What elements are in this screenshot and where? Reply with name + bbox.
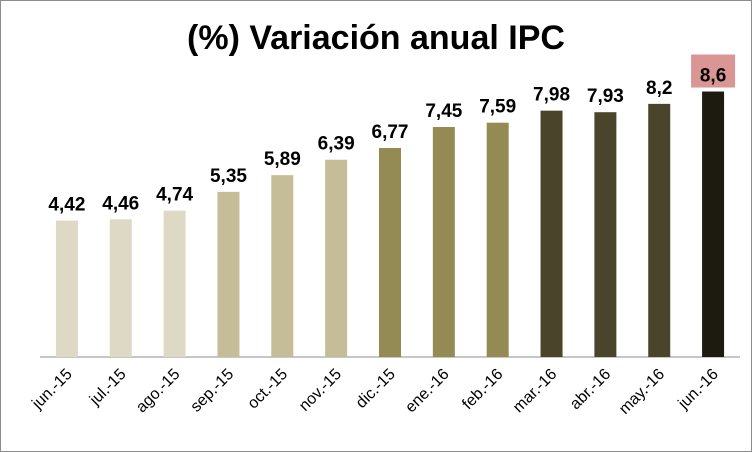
value-label-mar.-16: 7,98 — [533, 85, 570, 106]
bar-jun.-16 — [702, 91, 725, 358]
bar-oct.-15 — [271, 175, 294, 357]
bar-ene.-16 — [432, 127, 455, 358]
bar-nov.-15 — [325, 159, 348, 357]
highlight-label-background — [691, 54, 736, 88]
bar-may.-16 — [648, 103, 671, 357]
category-label-may.-16: may.-16 — [616, 366, 668, 418]
bar-mar.-16 — [540, 110, 563, 358]
bar-feb.-16 — [486, 122, 509, 357]
value-label-feb.-16: 7,59 — [479, 97, 516, 118]
category-label-feb.-16: feb.-16 — [459, 366, 506, 413]
bar-dic.-15 — [379, 148, 401, 357]
value-label-jun.-16: 8,6 — [700, 66, 726, 87]
bar-sep.-15 — [217, 191, 240, 357]
bar-jul.-15 — [109, 219, 132, 357]
value-label-dic.-15: 6,77 — [372, 122, 409, 143]
value-label-ene.-16: 7,45 — [425, 101, 462, 122]
bar-ago.-15 — [163, 210, 186, 357]
category-label-jun.-16: jun.-16 — [675, 366, 722, 413]
value-label-oct.-15: 5,89 — [264, 149, 301, 170]
category-label-oct.-15: oct.-15 — [245, 366, 292, 413]
value-label-nov.-15: 6,39 — [318, 134, 355, 155]
category-label-abr.-16: abr.-16 — [567, 366, 614, 413]
bar-jun.-15 — [55, 220, 78, 357]
category-label-ago.-15: ago.-15 — [133, 366, 183, 416]
category-label-jun.-15: jun.-15 — [28, 366, 75, 413]
category-label-sep.-15: sep.-15 — [188, 366, 238, 416]
category-label-mar.-16: mar.-16 — [510, 366, 560, 416]
category-label-jul.-15: jul.-15 — [86, 366, 130, 410]
value-label-jul.-15: 4,46 — [102, 193, 139, 214]
category-label-dic.-15: dic.-15 — [353, 366, 399, 412]
category-label-nov.-15: nov.-15 — [296, 366, 345, 415]
value-label-jun.-15: 4,42 — [48, 195, 85, 216]
value-label-abr.-16: 7,93 — [587, 86, 624, 107]
value-label-may.-16: 8,2 — [646, 78, 672, 99]
value-label-sep.-15: 5,35 — [210, 166, 247, 187]
value-label-ago.-15: 4,74 — [156, 185, 193, 206]
bar-abr.-16 — [594, 112, 617, 357]
chart-title: (%) Variación anual IPC — [187, 19, 565, 57]
category-label-ene.-16: ene.-16 — [402, 366, 452, 416]
